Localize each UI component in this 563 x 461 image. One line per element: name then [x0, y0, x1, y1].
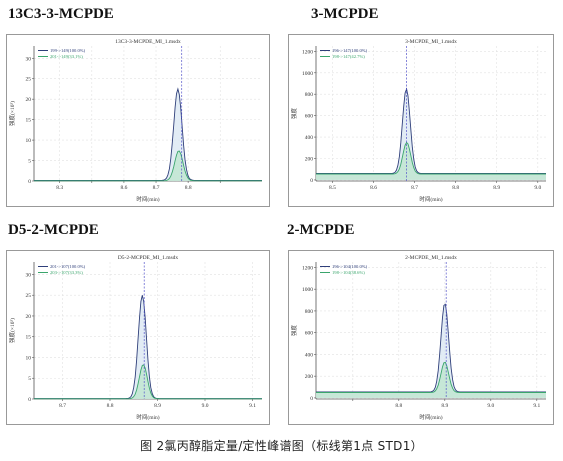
y-tick-label: 0 [28, 397, 31, 403]
plot-title: 3-MCPDE_MI_1.msdx [405, 39, 457, 45]
y-tick-label: 1200 [302, 49, 313, 55]
legend-entry: 198->147(42.7%) [332, 54, 365, 59]
y-axis-label: 强度(×10³) [8, 318, 16, 343]
series-line-2 [316, 361, 546, 393]
series-line-2 [34, 364, 262, 400]
peak-area-2 [316, 142, 546, 180]
chromatogram-13c3-3-mcpde: 13C3-3-MCPDE_MI_1.msdx 0 5 10 15 20 25 30 8.3 8.6… [6, 34, 270, 207]
x-tick-label: 8.3 [56, 185, 63, 191]
x-axis-label: 时间(min) [419, 413, 442, 421]
chart-frame [6, 34, 270, 207]
x-tick-label: 9.0 [534, 185, 541, 191]
x-tick-label: 9.0 [202, 403, 209, 409]
x-tick-label: 9.1 [533, 403, 540, 409]
peak-area-1 [34, 295, 262, 399]
plot-title: 2-MCPDE_MI_1.msdx [405, 255, 457, 261]
figure-caption: 图 2氯丙醇脂定量/定性峰谱图（标线第1点 STD1） [140, 439, 423, 453]
chromatogram-d5-2-mcpde: D5-2-MCPDE_MI_1.msdx 0 5 10 15 20 25 30 8.7 8.8 8.… [6, 250, 270, 425]
y-tick-label: 30 [26, 272, 32, 278]
x-tick-label: 9.0 [487, 403, 494, 409]
chromatogram-3-mcpde: 3-MCPDE_MI_1.msdx 0 200 400 600 800 1000 1200 8.… [288, 34, 554, 207]
x-tick-label: 8.7 [153, 185, 160, 191]
x-tick-label: 8.8 [107, 403, 114, 409]
x-tick-label: 8.9 [154, 403, 161, 409]
panel-title-2-mcpde: 2-MCPDE [287, 222, 355, 238]
peak-area-2 [316, 362, 546, 398]
x-tick-label: 9.1 [249, 403, 256, 409]
x-tick-label: 8.9 [441, 403, 448, 409]
x-tick-label: 8.8 [185, 185, 192, 191]
x-axis-label: 时间(min) [136, 195, 159, 203]
y-tick-label: 400 [305, 135, 314, 141]
y-tick-label: 15 [26, 118, 32, 124]
legend-entry: 196->104(100.0%) [332, 264, 368, 269]
y-tick-label: 1000 [302, 71, 313, 77]
x-tick-label: 8.8 [452, 185, 459, 191]
legend-entry: 196->147(100.0%) [332, 48, 368, 53]
y-tick-label: 800 [305, 92, 314, 98]
legend-entry: 198->104(38.6%) [332, 270, 365, 275]
x-tick-label: 8.9 [493, 185, 500, 191]
y-tick-label: 1200 [302, 265, 313, 271]
chart-frame [288, 250, 554, 425]
x-axis-label: 时间(min) [419, 195, 442, 203]
panel-title-13c3-3-mcpde: 13C3-3-MCPDE [8, 6, 114, 22]
x-tick-label: 8.7 [59, 403, 66, 409]
y-tick-label: 15 [26, 335, 32, 341]
y-tick-label: 0 [310, 396, 313, 402]
y-tick-label: 25 [26, 77, 32, 83]
y-tick-label: 600 [305, 114, 314, 120]
y-tick-label: 25 [26, 293, 32, 299]
x-tick-label: 8.6 [120, 185, 127, 191]
y-axis-label: 强度 [290, 108, 298, 120]
x-tick-label: 8.6 [370, 185, 377, 191]
series-line-2 [316, 141, 546, 175]
y-tick-label: 200 [305, 157, 314, 163]
legend-entry: 203->107(33.3%) [50, 270, 83, 275]
x-tick-label: 8.7 [411, 185, 418, 191]
y-tick-label: 0 [28, 179, 31, 185]
legend-entry: 199->149(100.0%) [50, 48, 86, 53]
plot-title: 13C3-3-MCPDE_MI_1.msdx [115, 39, 181, 45]
y-axis-label: 强度(×10³) [8, 101, 16, 126]
y-tick-label: 5 [28, 159, 31, 165]
panel-title-3-mcpde: 3-MCPDE [311, 6, 379, 22]
y-tick-label: 1000 [302, 287, 313, 293]
y-tick-label: 5 [28, 376, 31, 382]
legend-entry: 201->107(100.0%) [50, 264, 86, 269]
y-axis-label: 强度 [290, 325, 298, 337]
y-tick-label: 0 [310, 178, 313, 184]
y-tick-label: 800 [305, 309, 314, 315]
y-tick-label: 10 [26, 355, 32, 361]
series-line-2 [34, 150, 262, 182]
y-tick-label: 20 [26, 314, 32, 320]
series-line-1 [316, 87, 546, 174]
y-tick-label: 200 [305, 374, 314, 380]
x-axis-label: 时间(min) [136, 413, 159, 421]
chromatogram-2-mcpde: 2-MCPDE_MI_1.msdx 0 200 400 600 800 1000 1200 8.… [288, 250, 554, 425]
series-line-1 [316, 303, 546, 393]
panel-title-d5-2-mcpde: D5-2-MCPDE [8, 222, 99, 238]
x-tick-label: 8.8 [395, 403, 402, 409]
y-tick-label: 400 [305, 352, 314, 358]
y-tick-label: 20 [26, 97, 32, 103]
y-tick-label: 10 [26, 138, 32, 144]
y-tick-label: 30 [26, 56, 32, 62]
y-tick-label: 600 [305, 331, 314, 337]
plot-title: D5-2-MCPDE_MI_1.msdx [118, 255, 179, 261]
x-tick-label: 8.5 [329, 185, 336, 191]
legend-entry: 201->149(33.1%) [50, 54, 83, 59]
